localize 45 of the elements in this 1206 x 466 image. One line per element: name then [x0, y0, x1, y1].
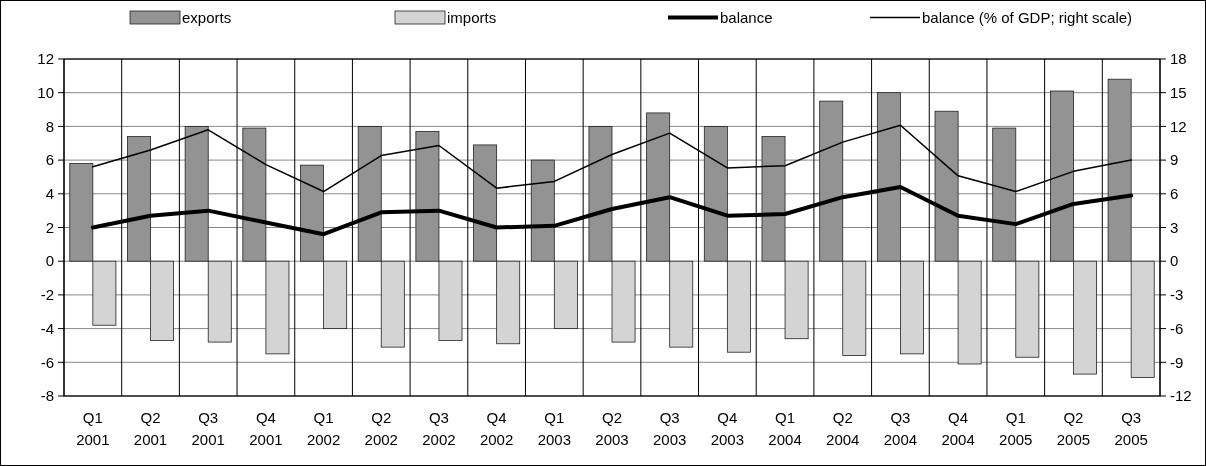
- x-tick-label: Q2 2001: [133, 409, 168, 448]
- y-tick-label: 6: [45, 151, 54, 169]
- x-tick-label: Q1 2005: [999, 409, 1033, 448]
- x-tick-label: Q4 2002: [479, 409, 514, 448]
- x-tick-label: Q1 2001: [76, 409, 110, 448]
- x-tick-label: Q3 2004: [883, 409, 918, 448]
- x-tick-label: Q4 2004: [941, 409, 975, 448]
- y-tick-label: 10: [37, 83, 54, 101]
- legend-label: balance (% of GDP; right scale): [922, 8, 1133, 26]
- x-tick-label: Q2 2005: [1056, 409, 1091, 448]
- y-tick-label: -4: [40, 319, 54, 337]
- y-tick-label: -2: [40, 286, 54, 304]
- x-tick-label: Q3 2003: [653, 409, 687, 448]
- y2-tick-label: -12: [1170, 387, 1192, 405]
- x-tick-label: Q4 2003: [710, 409, 745, 448]
- x-tick-label: Q2 2002: [364, 409, 398, 448]
- x-tick-label: Q1 2004: [768, 409, 802, 448]
- y2-tick-label: 6: [1170, 185, 1179, 203]
- x-tick-label: Q1 2003: [537, 409, 571, 448]
- legend-label: balance: [720, 8, 773, 26]
- legend-label: exports: [182, 8, 232, 26]
- y-tick-label: -8: [40, 387, 54, 405]
- y2-tick-label: -6: [1170, 319, 1184, 337]
- y2-tick-label: 18: [1170, 50, 1187, 68]
- y2-tick-label: 12: [1170, 117, 1187, 135]
- y2-tick-label: -9: [1170, 353, 1184, 371]
- y2-tick-label: 9: [1170, 151, 1179, 169]
- y2-tick-label: -3: [1170, 286, 1184, 304]
- x-tick-label: Q2 2003: [595, 409, 629, 448]
- y2-tick-label: 0: [1170, 252, 1179, 270]
- y-tick-label: 12: [37, 50, 54, 68]
- x-tick-label: Q3 2002: [422, 409, 456, 448]
- y2-tick-label: 3: [1170, 218, 1179, 236]
- x-tick-label: Q3 2001: [191, 409, 225, 448]
- y-tick-label: -6: [40, 353, 54, 371]
- y-tick-label: 0: [45, 252, 54, 270]
- x-tick-label: Q2 2004: [826, 409, 860, 448]
- y-tick-label: 8: [45, 117, 54, 135]
- x-tick-label: Q1 2002: [306, 409, 341, 448]
- y-tick-label: 2: [45, 218, 54, 236]
- y-tick-label: 4: [45, 185, 54, 203]
- legend-label: imports: [447, 8, 497, 26]
- x-tick-label: Q3 2005: [1114, 409, 1148, 448]
- y2-tick-label: 15: [1170, 83, 1187, 101]
- x-tick-label: Q4 2001: [249, 409, 283, 448]
